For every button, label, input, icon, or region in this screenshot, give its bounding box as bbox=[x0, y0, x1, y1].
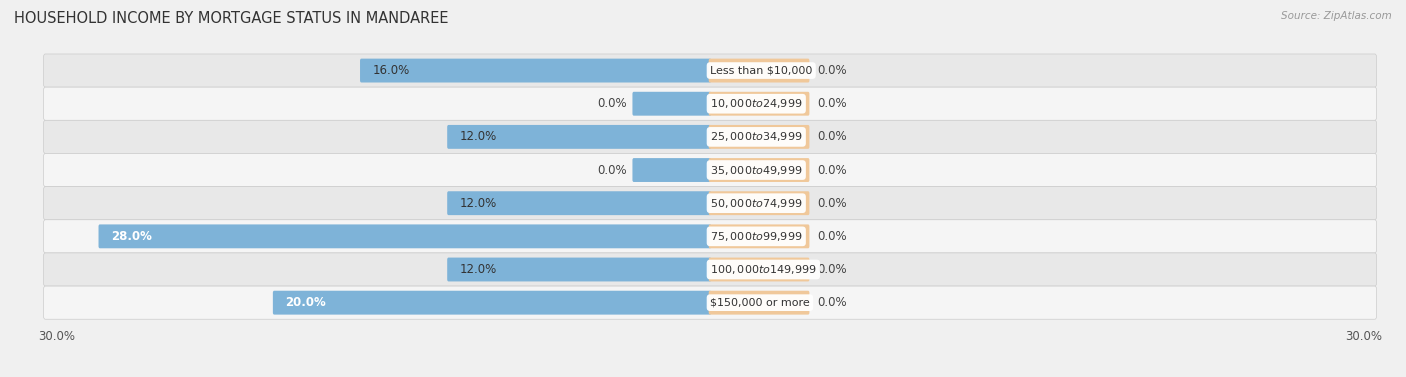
Text: 20.0%: 20.0% bbox=[285, 296, 326, 309]
Text: $100,000 to $149,999: $100,000 to $149,999 bbox=[710, 263, 817, 276]
Text: 16.0%: 16.0% bbox=[373, 64, 409, 77]
Text: 0.0%: 0.0% bbox=[817, 263, 846, 276]
Text: $35,000 to $49,999: $35,000 to $49,999 bbox=[710, 164, 803, 176]
Text: 12.0%: 12.0% bbox=[460, 130, 496, 143]
Text: 0.0%: 0.0% bbox=[817, 296, 846, 309]
FancyBboxPatch shape bbox=[709, 224, 810, 248]
Text: 0.0%: 0.0% bbox=[817, 164, 846, 176]
Text: $50,000 to $74,999: $50,000 to $74,999 bbox=[710, 197, 803, 210]
Text: 0.0%: 0.0% bbox=[817, 130, 846, 143]
FancyBboxPatch shape bbox=[360, 59, 711, 83]
FancyBboxPatch shape bbox=[447, 191, 711, 215]
Text: 0.0%: 0.0% bbox=[817, 230, 846, 243]
FancyBboxPatch shape bbox=[44, 187, 1376, 220]
FancyBboxPatch shape bbox=[709, 92, 810, 116]
FancyBboxPatch shape bbox=[44, 120, 1376, 153]
Text: $75,000 to $99,999: $75,000 to $99,999 bbox=[710, 230, 803, 243]
Text: 0.0%: 0.0% bbox=[817, 97, 846, 110]
FancyBboxPatch shape bbox=[709, 291, 810, 314]
FancyBboxPatch shape bbox=[273, 291, 711, 314]
Legend: Without Mortgage, With Mortgage: Without Mortgage, With Mortgage bbox=[579, 373, 841, 377]
Text: 0.0%: 0.0% bbox=[598, 97, 627, 110]
FancyBboxPatch shape bbox=[44, 253, 1376, 286]
Text: 0.0%: 0.0% bbox=[598, 164, 627, 176]
Text: 12.0%: 12.0% bbox=[460, 263, 496, 276]
Text: 0.0%: 0.0% bbox=[817, 64, 846, 77]
FancyBboxPatch shape bbox=[709, 257, 810, 282]
FancyBboxPatch shape bbox=[447, 125, 711, 149]
FancyBboxPatch shape bbox=[44, 153, 1376, 187]
Text: Less than $10,000: Less than $10,000 bbox=[710, 66, 813, 75]
FancyBboxPatch shape bbox=[709, 59, 810, 83]
Text: 28.0%: 28.0% bbox=[111, 230, 152, 243]
FancyBboxPatch shape bbox=[44, 220, 1376, 253]
FancyBboxPatch shape bbox=[633, 92, 711, 116]
FancyBboxPatch shape bbox=[98, 224, 711, 248]
FancyBboxPatch shape bbox=[633, 158, 711, 182]
FancyBboxPatch shape bbox=[709, 158, 810, 182]
FancyBboxPatch shape bbox=[709, 125, 810, 149]
Text: HOUSEHOLD INCOME BY MORTGAGE STATUS IN MANDAREE: HOUSEHOLD INCOME BY MORTGAGE STATUS IN M… bbox=[14, 11, 449, 26]
Text: 0.0%: 0.0% bbox=[817, 197, 846, 210]
Text: Source: ZipAtlas.com: Source: ZipAtlas.com bbox=[1281, 11, 1392, 21]
Text: $25,000 to $34,999: $25,000 to $34,999 bbox=[710, 130, 803, 143]
FancyBboxPatch shape bbox=[44, 87, 1376, 120]
FancyBboxPatch shape bbox=[44, 286, 1376, 319]
FancyBboxPatch shape bbox=[44, 54, 1376, 87]
FancyBboxPatch shape bbox=[447, 257, 711, 282]
Text: $150,000 or more: $150,000 or more bbox=[710, 298, 810, 308]
Text: $10,000 to $24,999: $10,000 to $24,999 bbox=[710, 97, 803, 110]
FancyBboxPatch shape bbox=[709, 191, 810, 215]
Text: 12.0%: 12.0% bbox=[460, 197, 496, 210]
